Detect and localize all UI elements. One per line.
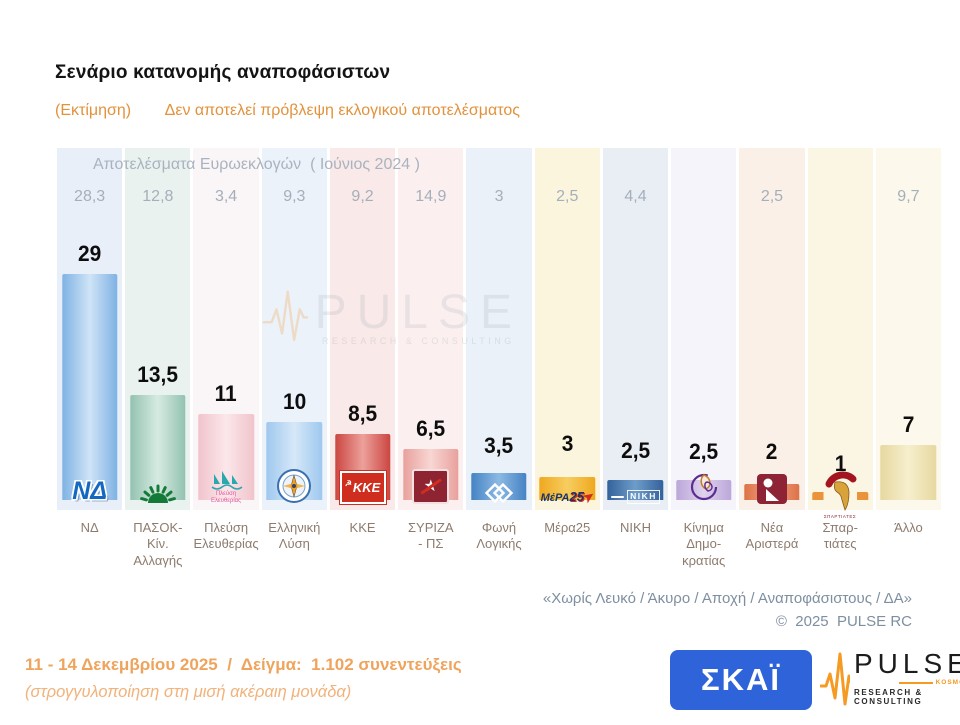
- pulse-kosmon-label: KOSMON: [935, 679, 960, 686]
- poll-value-label: 11: [215, 381, 238, 406]
- party-column: 3,4 11 Πλεύση Ελευθερίας: [193, 148, 259, 510]
- poll-value-label: 29: [77, 241, 102, 266]
- euro2024-value: 14,9: [415, 188, 447, 205]
- pulse-logo: PULSE KOSMON RESEARCH & CONSULTING: [820, 648, 960, 708]
- party-column: 14,9 6,5 ★: [398, 148, 464, 510]
- party-column: 9,7 7: [875, 148, 942, 510]
- poll-value-label: 6,5: [416, 416, 446, 441]
- subtitle-disclaimer: Δεν αποτελεί πρόβλεψη εκλογικού αποτελέσ…: [164, 102, 520, 119]
- party-label: Ελληνική Λύση: [268, 520, 321, 552]
- euro2024-value: 3,4: [214, 188, 238, 205]
- pulse-logo-text: PULSE KOSMON RESEARCH & CONSULTING: [854, 648, 960, 707]
- poll-bar: [130, 395, 186, 500]
- poll-bar: [471, 473, 527, 500]
- pulse-kosmon-row: KOSMON: [854, 679, 960, 686]
- poll-value-label: 7: [902, 412, 915, 437]
- party-column: 4,4 2,5 ΝΙΚΗ: [602, 148, 669, 510]
- orange-line: [898, 681, 933, 684]
- undecided-scenario-bar-chart: Αποτελέσματα Ευρωεκλογών ( Ιούνιος 2024 …: [57, 148, 942, 519]
- poll-bar: [607, 480, 664, 500]
- euro2024-value: 9,7: [897, 188, 920, 205]
- chart-columns: 28,3 29 ΝΔ 12,8 13,5 3,4 11 Πλεύση Ελευθερίας…: [57, 148, 942, 519]
- party-label: Σπαρ-τιάτες: [822, 520, 858, 552]
- poll-value-label: 8,5: [348, 401, 378, 426]
- party-label: Κίνημα Δημο-κρατίας: [682, 520, 726, 568]
- pulse-wordmark: PULSE: [854, 648, 960, 679]
- pulse-research-label: RESEARCH & CONSULTING: [854, 688, 923, 706]
- euro2024-value: 2,5: [556, 188, 579, 205]
- poll-value-label: 10: [282, 389, 306, 414]
- euro2024-value: 4,4: [624, 188, 647, 205]
- party-label: ΣΥΡΙΖΑ - ΠΣ: [407, 520, 454, 552]
- party-column: 3 3,5: [466, 148, 532, 510]
- poll-bar: [403, 449, 459, 500]
- party-column: 12,8 13,5: [125, 148, 191, 510]
- survey-info: 11 - 14 Δεκεμβρίου 2025 / Δείγμα: 1.102 …: [25, 655, 462, 702]
- pulse-heartbeat-icon: [820, 652, 850, 706]
- party-label: Νέα Αριστερά: [745, 520, 799, 552]
- poll-value-label: 2,5: [689, 439, 719, 464]
- subtitle-estimate: (Εκτίμηση): [55, 102, 132, 119]
- copyright-note: © 2025 PULSE RC: [775, 612, 912, 630]
- poll-bar: [880, 445, 937, 500]
- poll-bar: [744, 484, 800, 500]
- poll-bar: [676, 480, 732, 500]
- party-label: ΝΙΚΗ: [619, 520, 652, 535]
- euro2024-value: 28,3: [74, 188, 106, 205]
- poll-value-label: 3,5: [484, 433, 514, 458]
- euro2024-value: 9,3: [283, 188, 306, 205]
- poll-value-label: 3: [561, 431, 574, 456]
- party-column: 2,5 3 MέPA 25 ➤: [534, 148, 600, 510]
- party-column: 28,3 29 ΝΔ: [57, 148, 123, 510]
- footnotes: «Χωρίς Λευκό / Άκυρο / Αποχή / Αναποφάσι…: [543, 588, 912, 633]
- euro-results-header: Αποτελέσματα Ευρωεκλογών ( Ιούνιος 2024 …: [93, 156, 420, 173]
- poll-value-label: 1: [834, 451, 847, 476]
- party-column: 9,3 10: [261, 148, 327, 510]
- party-column: 9,2 8,5 ☭ ΚΚΕ: [329, 148, 396, 510]
- party-column: 2,5: [671, 148, 737, 510]
- poll-bar: [539, 477, 595, 500]
- party-column: 1 ΣΠΑΡΤΙΑΤΕΣ: [807, 148, 873, 519]
- poll-value-label: 13,5: [137, 362, 179, 387]
- survey-rounding-note: (στρογγυλοποίηση στη μισή ακέραιη μονάδα…: [25, 683, 352, 701]
- party-column: 2,5 2: [739, 148, 805, 510]
- poll-bar: [198, 414, 254, 500]
- exclusions-note: «Χωρίς Λευκό / Άκυρο / Αποχή / Αναποφάσι…: [542, 590, 912, 607]
- euro2024-value: 12,8: [142, 188, 174, 205]
- party-label: ΝΔ: [80, 520, 99, 535]
- party-label: Φωνή Λογικής: [476, 520, 522, 552]
- poll-bar: [266, 422, 323, 500]
- skai-logo: ΣΚΑΪ: [670, 650, 812, 710]
- party-label: Άλλο: [894, 520, 923, 535]
- poll-bar: [61, 274, 118, 500]
- party-labels-row: ΝΔ ΠΑΣΟΚ-Κίν. Αλλαγής Πλεύση Ελευθερίας Ελλην…: [57, 520, 941, 569]
- party-label: ΠΑΣΟΚ-Κίν. Αλλαγής: [133, 520, 183, 568]
- poll-value-label: 2,5: [620, 438, 651, 463]
- page-subtitle: (Εκτίμηση) Δεν αποτελεί πρόβλεψη εκλογικ…: [55, 102, 520, 120]
- poll-value-label: 2: [766, 439, 778, 464]
- party-label: Μέρα25: [544, 520, 591, 535]
- survey-period-sample: 11 - 14 Δεκεμβρίου 2025 / Δείγμα: 1.102 …: [25, 655, 462, 674]
- svg-text:ΣΠΑΡΤΙΑΤΕΣ: ΣΠΑΡΤΙΑΤΕΣ: [824, 514, 856, 519]
- party-label: Πλεύση Ελευθερίας: [193, 520, 259, 552]
- party-label: ΚΚΕ: [349, 520, 376, 535]
- poll-bar: [812, 492, 868, 500]
- page-title: Σενάριο κατανομής αναποφάσιστων: [55, 62, 391, 83]
- euro2024-value: 3: [494, 188, 504, 205]
- poll-bar: [334, 434, 391, 500]
- euro2024-value: 2,5: [760, 188, 784, 205]
- euro2024-value: 9,2: [351, 188, 374, 205]
